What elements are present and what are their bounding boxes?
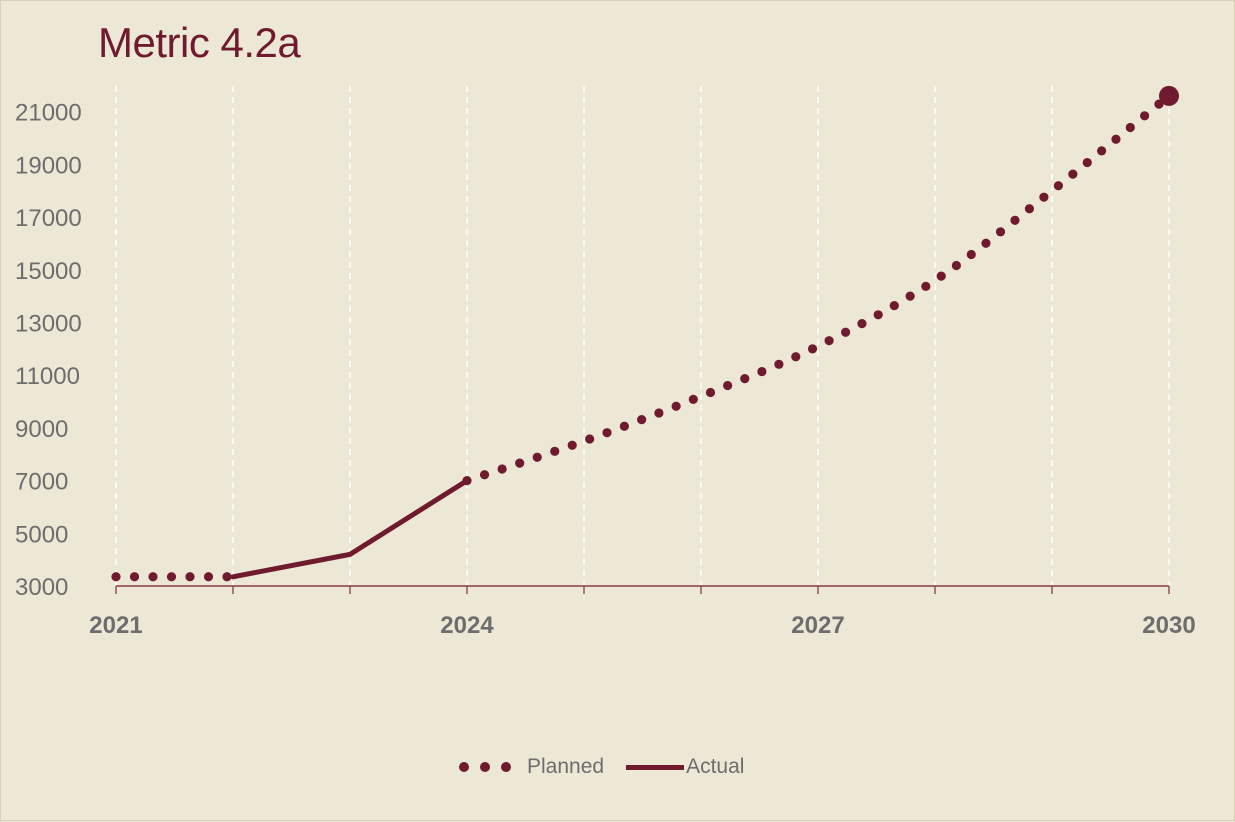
x-tick-label: 2021	[89, 612, 142, 639]
planned-point	[532, 452, 542, 462]
planned-point	[1111, 134, 1121, 144]
series-layer	[111, 85, 1179, 582]
axis-layer: 3000 5000 7000 9000 11000 13000 15000 17000 1900…	[15, 100, 1196, 639]
legend-item-actual: Actual	[604, 755, 744, 779]
y-tick-label: 5000	[15, 521, 68, 548]
legend-label-actual: Actual	[686, 755, 745, 778]
planned-point	[1053, 181, 1063, 191]
planned-point	[688, 394, 698, 404]
planned-point	[637, 415, 647, 425]
planned-point	[951, 260, 961, 271]
x-tick-label: 2030	[1142, 612, 1195, 639]
planned-point	[550, 446, 560, 456]
planned-point	[921, 281, 931, 291]
planned-point	[602, 428, 612, 438]
planned-point	[1082, 157, 1092, 168]
planned-point	[1024, 204, 1035, 214]
planned-point	[515, 458, 525, 468]
planned-point	[567, 440, 577, 450]
planned-point	[873, 310, 883, 320]
planned-point	[995, 227, 1006, 237]
planned-point	[654, 408, 664, 418]
y-tick-label: 3000	[15, 574, 68, 601]
planned-point	[966, 249, 976, 260]
y-tick-label: 21000	[15, 100, 82, 127]
y-tick-label: 15000	[15, 258, 82, 285]
y-tick-label: 9000	[15, 416, 68, 443]
legend-label-planned: Planned	[527, 755, 605, 778]
legend-line-swatch	[626, 764, 685, 770]
grid-layer	[115, 86, 1170, 586]
planned-point	[619, 421, 629, 431]
planned-point	[1010, 215, 1020, 225]
planned-point	[203, 572, 214, 582]
planned-point	[807, 344, 818, 354]
planned-point	[1039, 192, 1049, 202]
planned-point	[824, 336, 834, 346]
legend: Planned Actual	[459, 755, 744, 779]
x-tick-label: 2024	[440, 612, 494, 639]
planned-point	[1097, 146, 1107, 156]
planned-point	[791, 352, 801, 362]
chart-title: Metric 4.2a	[98, 19, 301, 66]
planned-point	[148, 572, 158, 582]
legend-dots-swatch	[459, 762, 511, 772]
planned-point	[585, 434, 595, 444]
planned-point	[774, 359, 784, 369]
y-tick-label: 17000	[15, 205, 82, 232]
y-tick-label: 19000	[15, 152, 82, 179]
planned-point	[840, 327, 851, 337]
planned-point	[857, 319, 867, 329]
planned-point	[497, 464, 507, 474]
actual-line	[230, 478, 470, 580]
y-tick-label: 11000	[15, 363, 80, 390]
planned-point	[479, 470, 490, 480]
planned-point	[1125, 122, 1135, 133]
legend-item-planned: Planned	[459, 755, 604, 779]
planned-point	[129, 572, 140, 582]
planned-point	[185, 572, 195, 582]
planned-point	[905, 291, 915, 301]
planned-point	[166, 572, 177, 582]
planned-point	[705, 387, 716, 398]
planned-point	[740, 374, 750, 384]
planned-point	[757, 366, 767, 377]
planned-point	[671, 401, 681, 411]
y-tick-label: 7000	[15, 469, 68, 496]
planned-point	[111, 572, 121, 582]
planned-point	[889, 301, 899, 311]
planned-point	[1068, 169, 1078, 179]
planned-point	[1140, 111, 1150, 121]
x-tick-label: 2027	[791, 612, 844, 639]
planned-end-marker	[1159, 85, 1179, 106]
y-tick-label: 13000	[15, 311, 82, 338]
planned-point	[936, 271, 946, 281]
planned-point	[222, 572, 232, 582]
planned-point	[723, 380, 733, 391]
planned-point	[981, 238, 991, 248]
